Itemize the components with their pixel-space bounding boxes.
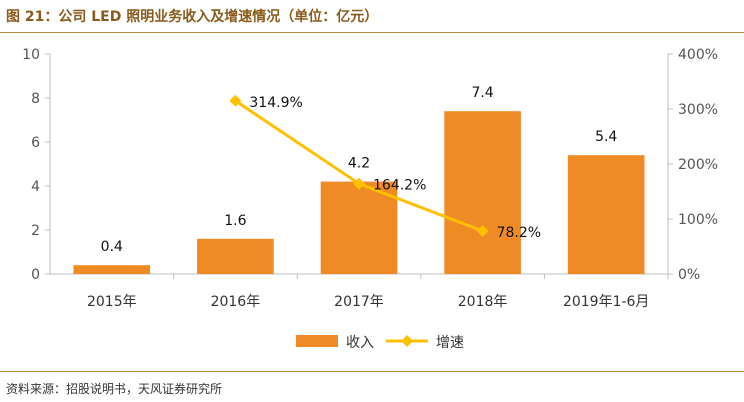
x-tick-label: 2016年	[211, 294, 261, 310]
right-tick-label: 100%	[678, 212, 718, 228]
revenue-bar	[320, 181, 398, 274]
left-tick-label: 4	[31, 179, 40, 195]
right-tick-label: 200%	[678, 157, 718, 173]
legend-label-revenue: 收入	[346, 335, 374, 351]
revenue-bar	[567, 155, 645, 274]
growth-data-label: 78.2%	[497, 225, 541, 241]
x-tick-label: 2015年	[87, 294, 137, 310]
left-tick-label: 8	[31, 91, 40, 107]
growth-data-label: 164.2%	[373, 178, 426, 194]
revenue-data-label: 7.4	[471, 85, 493, 101]
legend-swatch-growth-marker	[401, 335, 413, 347]
right-tick-label: 300%	[678, 102, 718, 118]
right-tick-label: 400%	[678, 47, 718, 63]
left-tick-label: 6	[31, 135, 40, 151]
revenue-data-label: 5.4	[595, 129, 617, 145]
figure-title: 图 21：公司 LED 照明业务收入及增速情况（单位：亿元）	[6, 9, 379, 25]
growth-point	[353, 177, 365, 190]
left-tick-label: 10	[22, 47, 40, 63]
footer-divider	[0, 371, 744, 372]
revenue-data-label: 4.2	[348, 156, 370, 172]
x-tick-label: 2017年	[334, 294, 384, 310]
revenue-bar	[197, 238, 274, 274]
growth-point	[229, 94, 242, 107]
growth-data-label: 314.9%	[249, 95, 302, 111]
legend-label-growth: 增速	[436, 335, 464, 351]
right-tick-label: 0%	[678, 267, 700, 283]
source-note: 资料来源：招股说明书，天风证券研究所	[6, 382, 223, 396]
revenue-bar	[444, 111, 521, 274]
x-tick-label: 2018年	[458, 294, 508, 310]
legend-swatch-revenue	[296, 335, 338, 347]
revenue-bar	[73, 265, 151, 274]
growth-point	[476, 224, 489, 237]
revenue-data-label: 0.4	[101, 239, 123, 255]
left-tick-label: 0	[31, 267, 40, 283]
left-tick-label: 2	[31, 223, 40, 239]
revenue-data-label: 1.6	[224, 213, 246, 229]
title-bar: 图 21：公司 LED 照明业务收入及增速情况（单位：亿元）	[0, 0, 744, 33]
x-tick-label: 2019年1-6月	[563, 294, 650, 310]
